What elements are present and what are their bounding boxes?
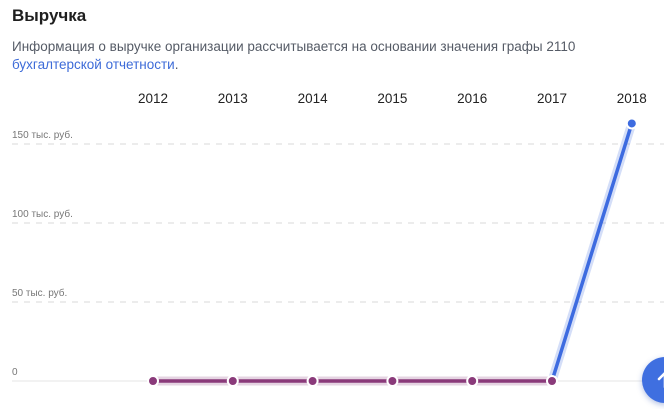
data-point xyxy=(386,375,399,387)
page-title: Выручка xyxy=(12,6,87,25)
series-line-segment xyxy=(550,121,634,383)
x-tick-label: 2017 xyxy=(537,91,567,106)
y-tick-label: 50 тыс. руб. xyxy=(12,287,67,299)
y-tick-label: 100 тыс. руб. xyxy=(12,208,73,220)
data-point xyxy=(546,375,558,387)
description-text: Информация о выручке организации рассчит… xyxy=(12,39,576,54)
x-tick-label: 2016 xyxy=(457,91,487,106)
data-point xyxy=(306,375,319,387)
data-point xyxy=(226,375,239,387)
x-tick-label: 2014 xyxy=(298,91,329,106)
y-tick-label: 150 тыс. руб. xyxy=(12,129,73,141)
x-tick-label: 2018 xyxy=(617,91,647,106)
x-tick-label: 2013 xyxy=(218,91,248,106)
y-tick-label: 0 xyxy=(12,367,18,378)
revenue-description: Информация о выручке организации рассчит… xyxy=(12,38,652,74)
description-end: . xyxy=(174,57,179,72)
arrow-up-icon xyxy=(657,372,664,388)
data-point xyxy=(147,375,159,387)
accounting-report-link[interactable]: бухгалтерской отчетности xyxy=(12,57,175,72)
scroll-top-button[interactable] xyxy=(642,357,664,403)
data-point xyxy=(625,117,638,130)
x-tick-label: 2015 xyxy=(377,91,407,106)
data-point xyxy=(466,375,479,387)
x-tick-label: 2012 xyxy=(138,91,168,106)
